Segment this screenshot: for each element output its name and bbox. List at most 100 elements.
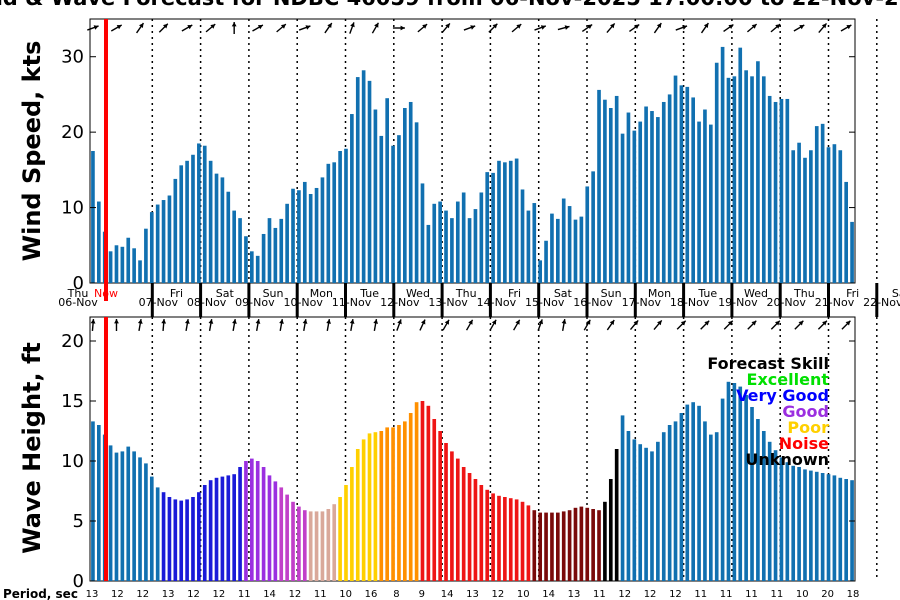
legend-entry: Poor — [787, 418, 829, 437]
bar — [185, 160, 189, 283]
bar — [132, 248, 136, 283]
bar — [644, 106, 648, 283]
bar — [120, 246, 125, 283]
bar — [161, 492, 166, 581]
y-tick-label: 5 — [73, 511, 84, 532]
direction-arrow — [629, 319, 639, 331]
period-tick-label: 12 — [111, 589, 124, 600]
bar — [167, 497, 172, 581]
bar — [803, 469, 807, 581]
bar — [673, 421, 678, 581]
bar — [238, 218, 242, 283]
bar — [244, 461, 248, 581]
period-tick-label: 8 — [393, 589, 399, 600]
bar — [614, 95, 619, 284]
bar — [385, 98, 389, 283]
bar — [450, 451, 454, 581]
direction-arrow — [770, 23, 781, 33]
bar — [597, 510, 601, 581]
bar — [467, 473, 472, 581]
direction-arrow — [793, 24, 805, 32]
bar — [714, 62, 719, 284]
bar — [385, 427, 389, 581]
wave-bars — [91, 381, 854, 581]
bar — [779, 457, 784, 581]
bar — [697, 405, 701, 581]
bar — [503, 162, 507, 283]
bar — [367, 433, 372, 581]
direction-arrow — [534, 25, 547, 31]
bar — [756, 419, 760, 581]
direction-arrow — [606, 319, 615, 331]
bar — [350, 467, 354, 581]
direction-arrow — [110, 24, 123, 32]
bar — [473, 209, 478, 283]
bar — [397, 425, 401, 581]
bar — [285, 494, 289, 581]
direction-arrow — [441, 22, 451, 34]
bar — [408, 413, 413, 581]
bar — [444, 210, 448, 283]
bar — [214, 477, 219, 581]
bar — [750, 76, 754, 283]
bar — [420, 183, 425, 283]
bar — [726, 381, 731, 581]
bar — [379, 431, 384, 581]
bar — [461, 467, 466, 581]
direction-arrow — [279, 318, 284, 332]
bar — [473, 479, 478, 581]
period-tick-label: 16 — [365, 589, 378, 600]
bar — [761, 76, 766, 283]
bar — [408, 101, 413, 283]
date-label: 10-Nov — [283, 296, 323, 309]
bar — [567, 206, 572, 283]
bar — [361, 439, 366, 581]
period-tick-label: 10 — [517, 589, 530, 600]
bar — [773, 101, 778, 283]
bar — [803, 157, 807, 283]
period-tick-label: 11 — [694, 589, 707, 600]
bar — [620, 415, 625, 581]
date-label: 12-Nov — [380, 296, 420, 309]
direction-arrow — [231, 22, 237, 34]
bar — [273, 481, 278, 581]
bar — [579, 216, 584, 283]
bar — [138, 457, 142, 581]
bar — [761, 431, 766, 581]
bar — [373, 432, 378, 581]
bar — [479, 192, 484, 283]
date-label: 14-Nov — [477, 296, 517, 309]
direction-arrow — [700, 320, 710, 330]
period-tick-label: 12 — [491, 589, 504, 600]
bar — [561, 198, 566, 283]
bar — [791, 150, 796, 283]
direction-arrow — [298, 25, 311, 31]
wind-y-axis-label: Wind Speed, kts — [18, 41, 46, 262]
direction-arrow — [676, 320, 687, 330]
bar — [367, 80, 372, 283]
bar — [279, 218, 284, 283]
direction-arrow — [349, 22, 355, 34]
bar — [173, 499, 178, 581]
bar — [608, 108, 613, 284]
direction-arrow — [276, 23, 287, 33]
period-tick-label: 11 — [593, 589, 606, 600]
y-tick-label: 20 — [61, 122, 84, 143]
direction-arrow — [136, 22, 145, 34]
y-tick-label: 15 — [61, 391, 84, 412]
day-name-label: Wed — [744, 287, 768, 300]
period-tick-label: 12 — [644, 589, 657, 600]
day-name-label: Tue — [697, 287, 717, 300]
bar — [514, 499, 519, 581]
bar — [720, 46, 725, 284]
bar — [573, 507, 578, 581]
bar — [320, 177, 325, 283]
direction-arrow — [463, 25, 476, 31]
direction-arrow — [396, 319, 402, 331]
period-tick-label: 11 — [720, 589, 733, 600]
bar — [561, 511, 566, 581]
bar — [420, 401, 425, 581]
bar — [556, 218, 560, 283]
legend-entry: Unknown — [745, 450, 829, 469]
y-tick-label: 0 — [73, 571, 84, 592]
